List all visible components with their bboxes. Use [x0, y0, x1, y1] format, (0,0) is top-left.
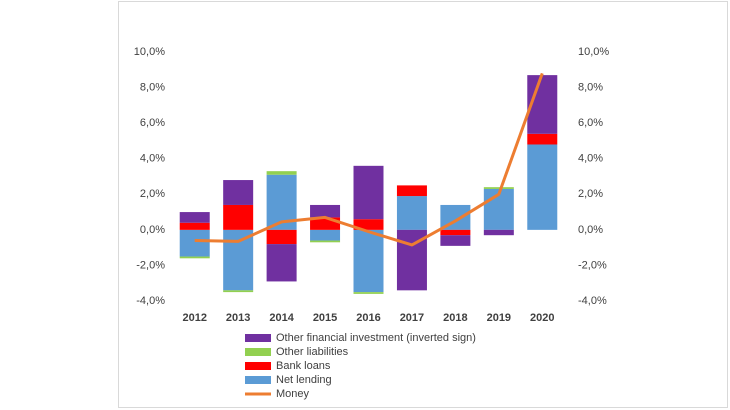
y-tick-label: 8,0% [140, 81, 165, 93]
legend-label: Other financial investment (inverted sig… [276, 332, 476, 344]
y2-tick-label: 4,0% [578, 153, 603, 165]
y-tick-label: 4,0% [140, 153, 165, 165]
bar-segment [223, 290, 254, 293]
x-tick-label: 2017 [400, 312, 424, 324]
bar-segment [353, 292, 384, 294]
x-tick-label: 2013 [226, 312, 250, 324]
bar-segment [440, 229, 471, 236]
bar-segment [310, 229, 341, 241]
y2-tick-label: 0,0% [578, 224, 603, 236]
x-tick-label: 2012 [182, 312, 206, 324]
legend-label: Money [276, 388, 310, 400]
bar-segment [223, 180, 254, 205]
bar-segment [179, 222, 210, 230]
y2-tick-label: -2,0% [578, 259, 607, 271]
legend-label: Bank loans [276, 360, 331, 372]
x-tick-label: 2020 [530, 312, 554, 324]
y-tick-label: 10,0% [134, 46, 165, 58]
legend-label: Net lending [276, 374, 332, 386]
y2-tick-label: 8,0% [578, 81, 603, 93]
x-tick-label: 2019 [487, 312, 511, 324]
bar-segment [179, 212, 210, 223]
bar-segment [353, 229, 384, 293]
bar-segment [179, 256, 210, 259]
bar-segment [266, 229, 297, 245]
legend-swatch [245, 376, 271, 384]
legend-swatch [245, 348, 271, 356]
y-tick-label: -2,0% [136, 259, 165, 271]
line [194, 72, 544, 247]
y2-tick-label: 2,0% [578, 188, 603, 200]
bar-segment [353, 219, 384, 230]
y-tick-label: 0,0% [140, 224, 165, 236]
y2-tick-label: 10,0% [578, 46, 609, 58]
y-tick-label: 6,0% [140, 117, 165, 129]
bar-segment [310, 240, 341, 243]
bar-segment [266, 171, 297, 175]
bar-segment [483, 187, 514, 189]
x-tick-label: 2016 [356, 312, 380, 324]
y-tick-label: 2,0% [140, 188, 165, 200]
y2-tick-label: -4,0% [578, 295, 607, 307]
bar-segment [353, 165, 384, 220]
bar-segment [223, 204, 254, 230]
bar-segment [396, 185, 427, 197]
bar-segment [179, 229, 210, 257]
bar-segment [223, 229, 254, 291]
y-tick-label: -4,0% [136, 295, 165, 307]
x-tick-label: 2018 [443, 312, 467, 324]
bar-segment [440, 235, 471, 246]
bar-segment [527, 144, 558, 230]
bar-segment [310, 204, 341, 218]
y2-tick-label: 6,0% [578, 117, 603, 129]
x-tick-label: 2015 [313, 312, 337, 324]
bar-segment [483, 229, 514, 236]
x-tick-label: 2014 [269, 312, 294, 324]
legend-label: Other liabilities [276, 346, 349, 358]
legend-swatch [245, 362, 271, 370]
bar-segment [527, 133, 558, 145]
bar-segment [396, 196, 427, 230]
bar-segment [266, 244, 297, 282]
legend-swatch [245, 334, 271, 342]
